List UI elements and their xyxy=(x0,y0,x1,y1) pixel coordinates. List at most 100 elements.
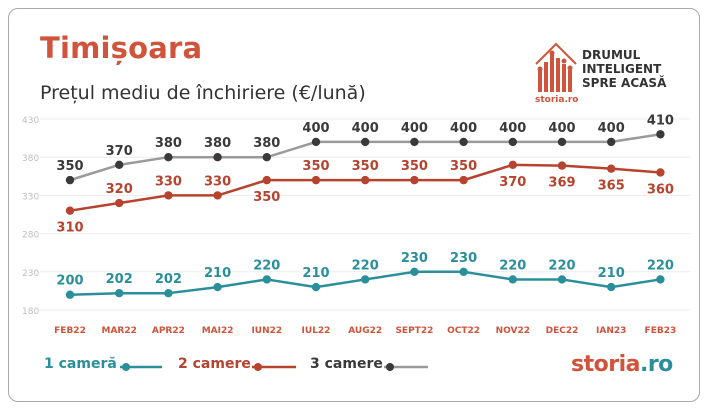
y-tick-label: 230 xyxy=(22,269,39,279)
data-point xyxy=(410,267,419,276)
data-point xyxy=(557,137,567,147)
y-tick-label: 180 xyxy=(22,307,39,317)
data-point xyxy=(656,130,665,139)
data-label: 350 xyxy=(450,159,477,174)
data-point xyxy=(164,153,173,162)
data-point xyxy=(115,198,124,208)
data-label: 370 xyxy=(499,175,526,190)
x-tick-label: FEB23 xyxy=(645,326,677,336)
x-tick-label: MAI22 xyxy=(202,326,234,336)
data-point xyxy=(262,153,271,162)
footer-brand: storia.ro xyxy=(571,352,673,377)
data-label: 365 xyxy=(598,179,625,194)
page-title: Timișoara xyxy=(40,31,203,65)
data-point xyxy=(607,282,616,292)
x-tick-label: AUG22 xyxy=(348,326,382,336)
data-point xyxy=(164,288,173,298)
data-label: 400 xyxy=(302,121,329,136)
data-label: 330 xyxy=(204,174,231,189)
data-point xyxy=(262,275,271,284)
data-label: 400 xyxy=(499,121,526,136)
data-point xyxy=(508,275,517,284)
data-label: 210 xyxy=(598,266,625,281)
x-tick-label: OCT22 xyxy=(447,326,480,336)
y-tick-label: 280 xyxy=(22,231,39,241)
data-label: 350 xyxy=(352,159,379,174)
legend-label-2-camere: 2 camere xyxy=(178,356,251,372)
data-label: 230 xyxy=(450,251,477,266)
data-point xyxy=(213,282,222,292)
data-label: 350 xyxy=(56,159,83,174)
data-label: 360 xyxy=(647,182,674,197)
data-label: 400 xyxy=(401,121,428,136)
data-point xyxy=(607,164,616,173)
data-label: 220 xyxy=(499,258,526,273)
legend-2-camere: 2 camere xyxy=(178,356,251,372)
data-label: 220 xyxy=(352,258,379,273)
logo-tagline: DRUMUL INTELIGENT SPRE ACASĂ xyxy=(582,48,666,90)
data-label: 320 xyxy=(106,182,133,197)
data-point xyxy=(65,290,75,299)
logo-line-1: DRUMUL xyxy=(582,48,641,62)
house-bars-icon xyxy=(535,42,577,92)
data-label: 220 xyxy=(548,258,575,273)
x-tick-label: FEB22 xyxy=(54,326,86,336)
logo: DRUMUL INTELIGENT SPRE ACASĂ storia.ro xyxy=(532,40,682,110)
data-label: 210 xyxy=(302,266,329,281)
data-point xyxy=(262,175,271,185)
data-label: 330 xyxy=(155,174,182,189)
data-point xyxy=(213,153,222,162)
data-label: 380 xyxy=(204,136,231,151)
data-point xyxy=(361,275,370,284)
data-point xyxy=(65,175,75,185)
legend-label-1-camera: 1 cameră xyxy=(44,356,117,372)
data-point xyxy=(361,137,370,147)
legend-marker xyxy=(254,363,262,371)
data-point xyxy=(213,191,222,200)
data-label: 202 xyxy=(155,272,182,287)
data-label: 310 xyxy=(56,221,83,236)
x-tick-label: SEPT22 xyxy=(395,326,433,336)
data-point xyxy=(410,137,419,147)
data-point xyxy=(361,175,370,185)
y-tick-label: 380 xyxy=(22,154,39,164)
footer-brand-suffix: .ro xyxy=(639,352,673,377)
x-tick-label: MAR22 xyxy=(102,326,137,336)
data-label: 400 xyxy=(598,121,625,136)
x-tick-label: IUN22 xyxy=(251,326,282,336)
data-point xyxy=(459,267,468,276)
legend-1-camera: 1 cameră xyxy=(44,356,117,372)
chart-frame xyxy=(8,8,700,402)
data-point xyxy=(115,160,124,170)
data-point xyxy=(311,282,321,292)
data-label: 400 xyxy=(352,121,379,136)
data-point xyxy=(410,175,419,185)
data-point xyxy=(656,168,665,177)
data-label: 220 xyxy=(253,258,280,273)
data-label: 350 xyxy=(401,159,428,174)
data-label: 220 xyxy=(647,258,674,273)
data-label: 202 xyxy=(106,272,133,287)
data-point xyxy=(311,175,321,185)
logo-line-2: INTELIGENT xyxy=(582,62,662,76)
data-label: 230 xyxy=(401,251,428,266)
data-label: 369 xyxy=(548,176,575,191)
data-label: 210 xyxy=(204,266,231,281)
x-tick-label: NOV22 xyxy=(496,326,530,336)
data-label: 380 xyxy=(155,136,182,151)
data-point xyxy=(459,137,468,147)
data-point xyxy=(557,275,567,284)
legend-label-3-camere: 3 camere xyxy=(310,356,383,372)
y-tick-label: 430 xyxy=(22,116,39,126)
data-label: 400 xyxy=(548,121,575,136)
data-point xyxy=(115,288,124,298)
data-point xyxy=(311,137,321,147)
data-label: 200 xyxy=(56,274,83,289)
data-point xyxy=(65,206,75,215)
y-tick-label: 330 xyxy=(22,192,39,202)
data-label: 410 xyxy=(647,113,674,128)
legend-3-camere: 3 camere xyxy=(310,356,383,372)
x-tick-label: APR22 xyxy=(152,326,185,336)
legend-marker xyxy=(122,363,130,371)
data-point xyxy=(607,137,616,147)
